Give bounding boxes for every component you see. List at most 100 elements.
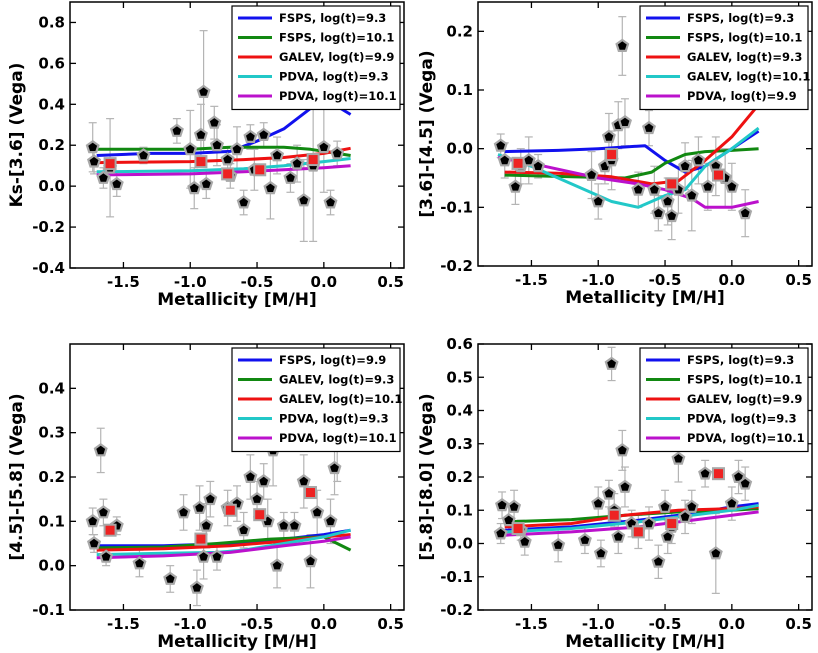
data-point bbox=[220, 152, 235, 166]
data-point bbox=[199, 518, 214, 532]
y-tick-label: -0.2 bbox=[440, 257, 473, 275]
data-point bbox=[577, 532, 592, 547]
mean-square bbox=[665, 177, 679, 191]
mean-square bbox=[511, 522, 525, 536]
data-point bbox=[323, 513, 338, 528]
data-point bbox=[738, 205, 753, 220]
x-tick-label: -0.5 bbox=[241, 615, 274, 633]
data-point bbox=[501, 512, 516, 527]
data-point bbox=[591, 496, 606, 510]
data-point bbox=[203, 491, 218, 506]
data-point bbox=[684, 188, 699, 202]
legend-label: FSPS, log(t)=9.9 bbox=[279, 353, 386, 367]
data-point bbox=[618, 114, 632, 129]
y-axis-label: Ks-[3.6] (Vega) bbox=[7, 63, 27, 208]
data-point bbox=[601, 129, 616, 143]
y-tick-label: 0.2 bbox=[446, 22, 473, 40]
data-point bbox=[517, 534, 532, 548]
x-tick-label: -1.0 bbox=[174, 615, 207, 633]
data-point bbox=[87, 536, 102, 550]
data-point bbox=[724, 179, 739, 193]
data-point bbox=[323, 195, 338, 209]
data-point bbox=[684, 499, 699, 513]
data-point bbox=[303, 553, 318, 568]
data-point bbox=[327, 460, 342, 475]
data-point bbox=[330, 146, 345, 160]
data-point bbox=[691, 153, 706, 167]
data-point bbox=[738, 476, 753, 490]
y-tick-label: 0.0 bbox=[446, 535, 473, 553]
series-line bbox=[504, 503, 759, 534]
series-line bbox=[96, 535, 351, 560]
data-point bbox=[615, 38, 630, 53]
data-point bbox=[551, 537, 566, 552]
y-tick-label: 0.1 bbox=[446, 81, 473, 99]
data-point bbox=[256, 474, 271, 488]
mean-square bbox=[306, 153, 320, 167]
legend-label: FSPS, log(t)=9.3 bbox=[687, 11, 794, 25]
legend-label: GALEV, log(t)=9.3 bbox=[687, 50, 802, 64]
legend-label: GALEV, log(t)=10.1 bbox=[279, 392, 402, 406]
data-point bbox=[287, 518, 302, 532]
mean-square bbox=[511, 156, 525, 170]
data-point bbox=[189, 580, 204, 594]
data-point bbox=[601, 486, 616, 500]
legend: FSPS, log(t)=9.9 GALEV, log(t)=9.3 GALEV, … bbox=[231, 347, 402, 453]
data-point bbox=[96, 170, 111, 184]
data-point bbox=[642, 120, 656, 135]
x-tick-label: -1.5 bbox=[515, 271, 548, 289]
data-point bbox=[493, 138, 508, 152]
data-point bbox=[642, 516, 656, 530]
data-point bbox=[531, 158, 546, 173]
data-point bbox=[85, 513, 100, 528]
x-tick-label: -1.0 bbox=[582, 271, 615, 289]
legend-label: PDVA, log(t)=10.1 bbox=[687, 431, 805, 445]
data-point bbox=[495, 497, 510, 512]
y-tick-label: 0.2 bbox=[38, 136, 65, 154]
y-axis-label: [5.8]-[8.0] (Vega) bbox=[417, 393, 437, 560]
x-tick-label: -1.5 bbox=[107, 273, 140, 291]
y-tick-label: 0.4 bbox=[38, 379, 65, 397]
data-point bbox=[660, 194, 675, 208]
legend-label: FSPS, log(t)=10.1 bbox=[687, 373, 802, 387]
legend-label: GALEV, log(t)=9.9 bbox=[279, 50, 394, 64]
data-point bbox=[316, 139, 331, 154]
axes-frame bbox=[69, 1, 405, 269]
x-tick-label: -1.5 bbox=[107, 615, 140, 633]
data-point bbox=[230, 141, 244, 156]
x-tick-label: -1.0 bbox=[582, 615, 615, 633]
data-point bbox=[193, 127, 208, 141]
mean-square bbox=[607, 508, 621, 522]
y-tick-label: 0.5 bbox=[446, 368, 473, 386]
data-point bbox=[310, 505, 325, 519]
legend: FSPS, log(t)=9.3 FSPS, log(t)=10.1 GALEV, … bbox=[231, 5, 401, 111]
x-tick-label: -0.5 bbox=[649, 615, 682, 633]
plot-area bbox=[85, 30, 352, 242]
data-point bbox=[724, 496, 739, 510]
y-tick-label: 0.1 bbox=[446, 501, 473, 519]
mean-square bbox=[665, 517, 679, 531]
data-point bbox=[136, 148, 151, 162]
y-tick-label: -0.1 bbox=[440, 568, 473, 586]
mean-square bbox=[194, 155, 208, 169]
y-tick-label: 0.2 bbox=[38, 468, 65, 486]
series-line bbox=[497, 156, 759, 209]
y-tick-label: 0.0 bbox=[446, 140, 473, 158]
legend-label: GALEV, log(t)=9.9 bbox=[687, 392, 802, 406]
data-point bbox=[183, 141, 198, 156]
mean-square bbox=[631, 525, 645, 539]
data-point bbox=[615, 443, 630, 457]
x-tick-label: 0.5 bbox=[785, 271, 812, 289]
y-tick-label: 0.3 bbox=[38, 424, 65, 442]
data-point bbox=[671, 451, 686, 465]
data-point bbox=[210, 549, 224, 563]
data-point bbox=[85, 139, 100, 154]
series-line bbox=[504, 103, 760, 186]
plot-area bbox=[493, 346, 759, 594]
data-point bbox=[256, 127, 271, 141]
data-point bbox=[591, 194, 606, 208]
data-point bbox=[270, 148, 285, 162]
data-point bbox=[276, 518, 291, 532]
y-tick-label: -0.1 bbox=[32, 601, 65, 619]
